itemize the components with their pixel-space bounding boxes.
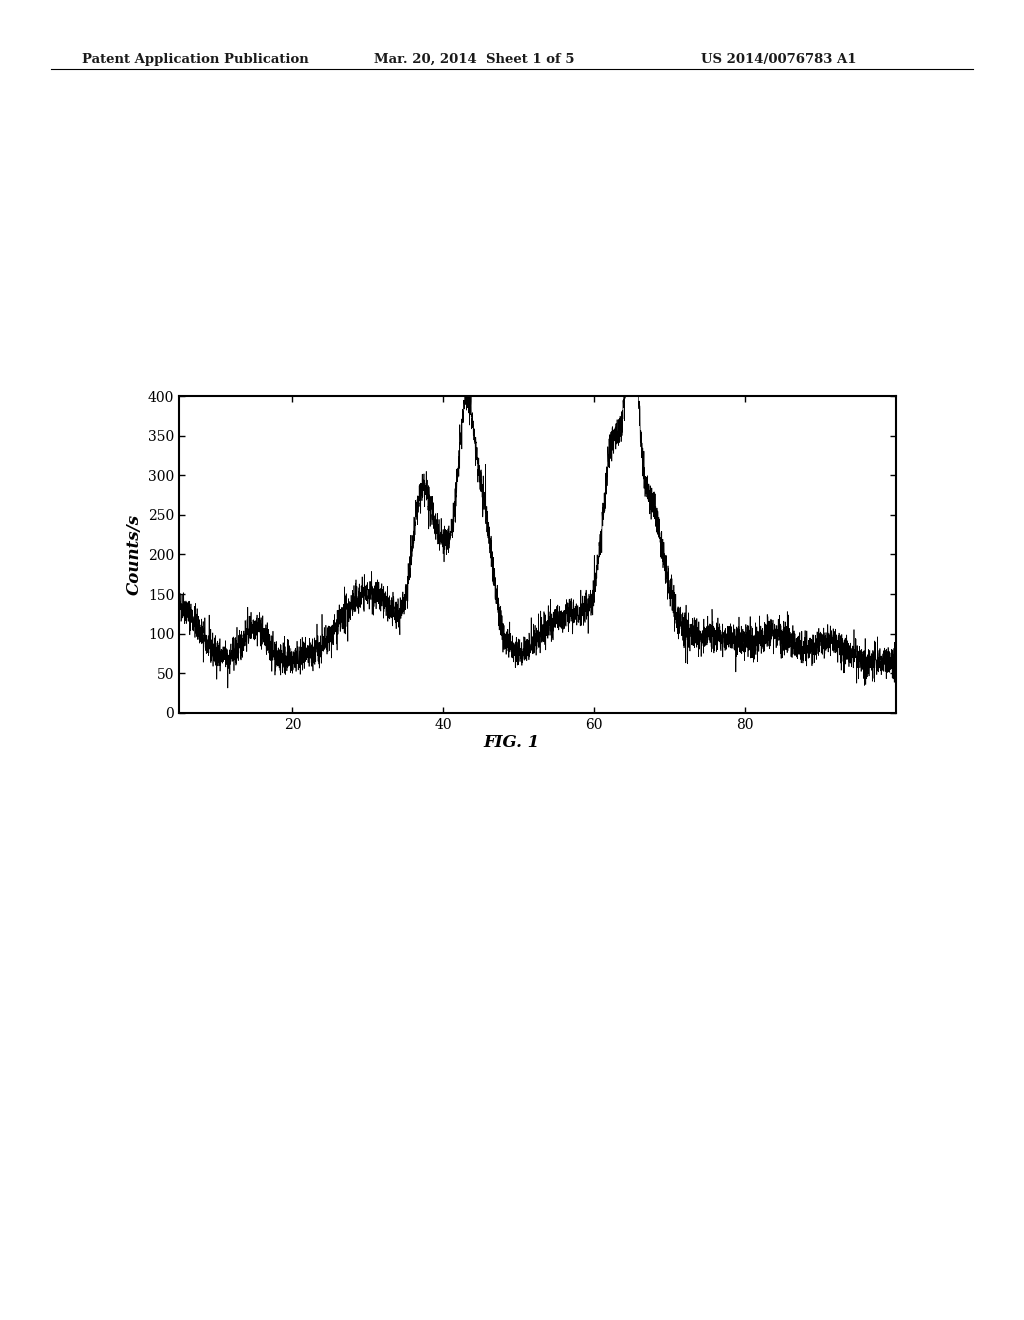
Text: FIG. 1: FIG. 1	[484, 734, 540, 751]
Text: Patent Application Publication: Patent Application Publication	[82, 53, 308, 66]
Text: Mar. 20, 2014  Sheet 1 of 5: Mar. 20, 2014 Sheet 1 of 5	[374, 53, 574, 66]
Y-axis label: Counts/s: Counts/s	[125, 513, 142, 595]
Text: US 2014/0076783 A1: US 2014/0076783 A1	[701, 53, 857, 66]
